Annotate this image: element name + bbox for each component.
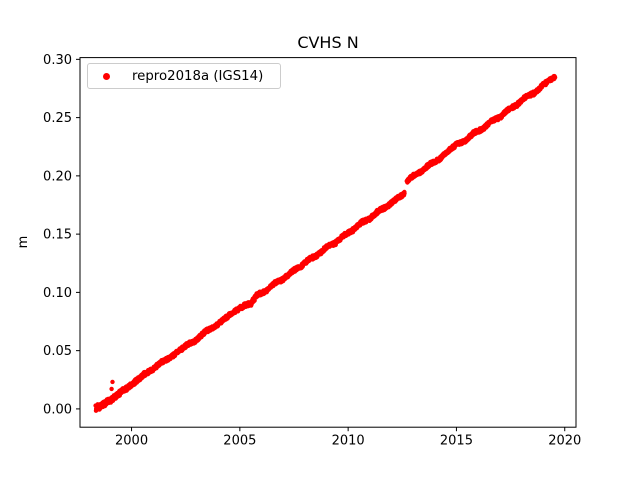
y-tick-label: 0.10 bbox=[43, 286, 72, 301]
x-tick-label: 2000 bbox=[115, 434, 148, 449]
y-axis-label: m bbox=[16, 235, 31, 249]
scatter-series bbox=[93, 73, 558, 413]
axes-spines bbox=[79, 57, 577, 428]
x-tick-label: 2010 bbox=[332, 434, 365, 449]
y-tick-label: 0.15 bbox=[43, 228, 72, 243]
chart-title: CVHS N bbox=[297, 33, 359, 52]
y-tick-label: 0.05 bbox=[43, 344, 72, 359]
outlier-data-point bbox=[110, 379, 115, 385]
y-tick-label: 0.25 bbox=[43, 111, 72, 126]
x-tick-label: 2005 bbox=[223, 434, 256, 449]
y-tick-label: 0.20 bbox=[43, 169, 72, 184]
legend-label: repro2018a (IGS14) bbox=[132, 68, 264, 84]
outlier-data-point bbox=[109, 386, 114, 392]
data-point bbox=[552, 75, 558, 80]
data-point bbox=[402, 191, 407, 196]
x-tick-label: 2015 bbox=[440, 434, 473, 449]
y-tick-label: 0.00 bbox=[43, 402, 72, 417]
legend-marker-dot bbox=[103, 72, 110, 80]
x-tick-label: 2020 bbox=[548, 434, 581, 449]
legend[interactable]: repro2018a (IGS14) bbox=[87, 63, 281, 89]
y-tick-label: 0.30 bbox=[43, 53, 72, 68]
